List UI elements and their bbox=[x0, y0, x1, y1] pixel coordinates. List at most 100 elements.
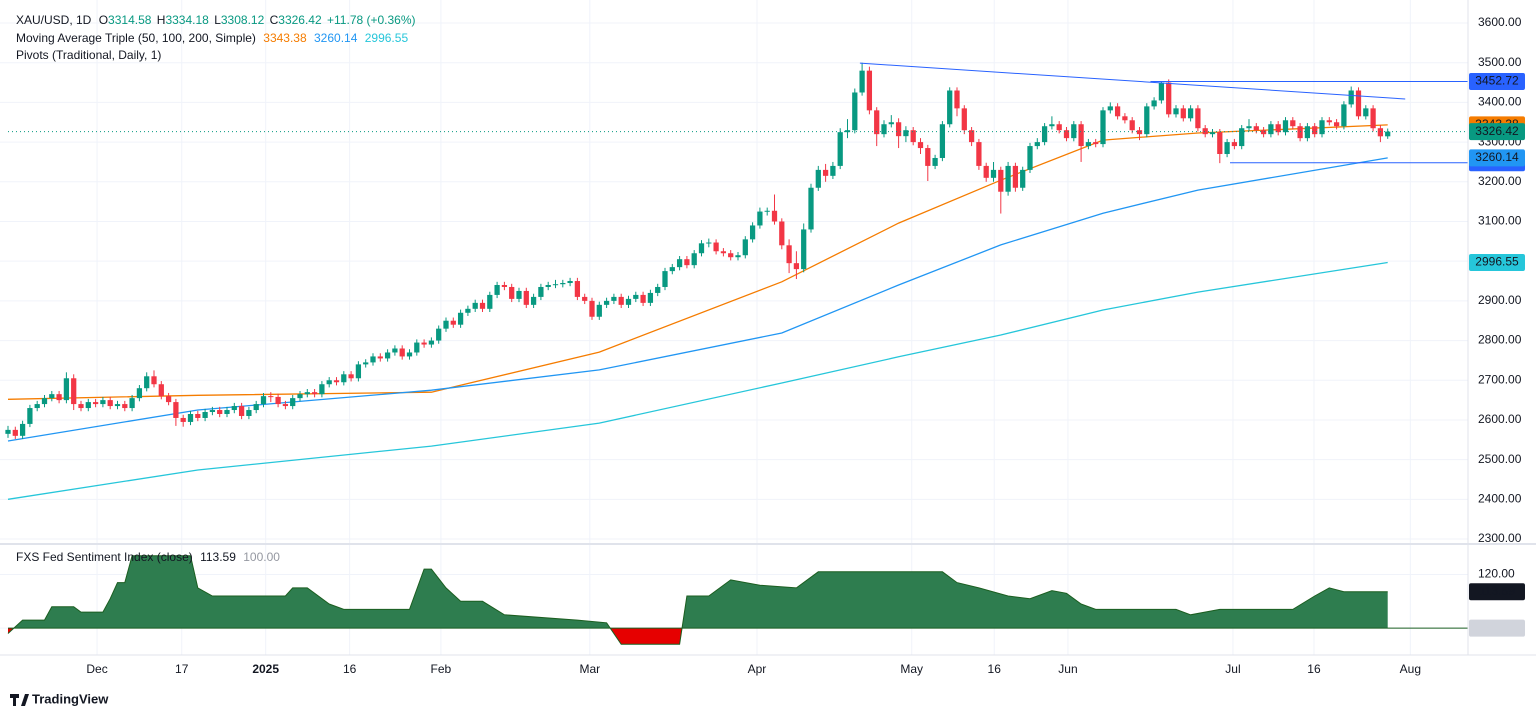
ohlc-label: O bbox=[99, 13, 108, 27]
candle-body bbox=[1107, 106, 1113, 111]
candle-body bbox=[494, 284, 500, 295]
x-tick-label: Feb bbox=[431, 662, 452, 676]
candle-body bbox=[1129, 120, 1135, 131]
candle-body bbox=[311, 392, 318, 395]
candle-body bbox=[611, 296, 617, 301]
value-tag bbox=[1469, 583, 1525, 601]
candle-body bbox=[333, 380, 340, 383]
y-tick-label: 3200.00 bbox=[1478, 174, 1522, 188]
candle-body bbox=[947, 90, 953, 125]
baseline-value: 100.00 bbox=[243, 550, 280, 564]
candle-body bbox=[1268, 124, 1274, 135]
candle-body bbox=[764, 210, 770, 212]
candle-body bbox=[983, 165, 989, 178]
price-labels: 3452.723247.833343.383260.142996.553326.… bbox=[1469, 72, 1525, 637]
sentiment-line bbox=[7, 555, 1388, 645]
candle-body bbox=[1085, 142, 1092, 147]
x-tick-label: Mar bbox=[579, 662, 600, 676]
candle-body bbox=[655, 286, 661, 293]
candle-body bbox=[165, 396, 172, 403]
candle-body bbox=[1005, 165, 1011, 192]
ma-value: 3343.38 bbox=[263, 31, 307, 45]
candle-body bbox=[735, 255, 741, 258]
candle-body bbox=[370, 356, 376, 363]
x-tick-label: 17 bbox=[175, 662, 189, 676]
value-tag-label: 113.59 bbox=[1479, 584, 1515, 598]
candle-body bbox=[217, 410, 223, 414]
candle-body bbox=[1297, 126, 1303, 139]
candle-body bbox=[530, 296, 537, 305]
candle-body bbox=[618, 296, 624, 305]
price-tag bbox=[1469, 123, 1525, 141]
x-tick-label: 2025 bbox=[252, 662, 279, 676]
candle-body bbox=[1027, 146, 1033, 170]
candle-body bbox=[136, 388, 143, 399]
candle-body bbox=[260, 396, 267, 405]
candle-body bbox=[676, 259, 683, 268]
candle-body bbox=[1093, 142, 1099, 145]
candle-body bbox=[195, 413, 201, 418]
candle-body bbox=[224, 410, 230, 414]
symbol: XAU/USD, 1D bbox=[16, 13, 92, 27]
x-tick-label: Apr bbox=[748, 662, 767, 676]
candle-body bbox=[144, 376, 150, 389]
candle-body bbox=[903, 130, 909, 137]
candle-body bbox=[1173, 108, 1179, 115]
candle-body bbox=[516, 290, 522, 299]
candle-body bbox=[151, 376, 157, 385]
branding: TradingView bbox=[32, 691, 109, 706]
candle-body bbox=[180, 417, 186, 422]
candle-body bbox=[12, 429, 18, 436]
candle-body bbox=[49, 394, 55, 399]
trendline bbox=[859, 62, 1406, 100]
x-tick-label: 16 bbox=[1307, 662, 1321, 676]
candle-body bbox=[728, 253, 734, 258]
candle-body bbox=[647, 292, 654, 303]
candle-body bbox=[1326, 120, 1332, 123]
candle-body bbox=[917, 142, 924, 149]
candle-body bbox=[231, 406, 237, 411]
candle-body bbox=[596, 304, 602, 317]
candle-body bbox=[56, 394, 62, 401]
ohlc-value: 3334.18 bbox=[165, 13, 209, 27]
candle-body bbox=[1063, 130, 1070, 139]
y-tick-label: 2700.00 bbox=[1478, 372, 1522, 386]
candle-body bbox=[1304, 126, 1311, 139]
candle-body bbox=[925, 148, 931, 166]
candle-body bbox=[1377, 128, 1384, 137]
candle-body bbox=[392, 348, 398, 353]
candle-body bbox=[1282, 120, 1289, 133]
y-tick-label: 2300.00 bbox=[1478, 531, 1522, 545]
price-tag-label: 3326.42 bbox=[1475, 124, 1519, 138]
candle-body bbox=[990, 169, 997, 178]
candle-body bbox=[633, 294, 639, 299]
candle-body bbox=[567, 281, 573, 284]
sentiment-legend: FXS Fed Sentiment Index (close) 113.59 1… bbox=[16, 550, 280, 564]
ohlc-label: L bbox=[214, 13, 221, 27]
ma-value: 2996.55 bbox=[365, 31, 409, 45]
candle-body bbox=[1253, 126, 1259, 131]
candle-body bbox=[669, 267, 675, 272]
y-tick-label: 2800.00 bbox=[1478, 333, 1522, 347]
x-tick-label: May bbox=[900, 662, 923, 676]
candle-body bbox=[706, 242, 712, 244]
candle-body bbox=[1217, 132, 1223, 155]
candle-body bbox=[5, 429, 11, 434]
candle-body bbox=[107, 400, 113, 407]
plot-area bbox=[5, 62, 1468, 645]
candle-body bbox=[866, 70, 873, 111]
candle-body bbox=[830, 165, 836, 176]
candle-body bbox=[625, 298, 632, 305]
candle-body bbox=[757, 211, 763, 226]
candle-body bbox=[304, 392, 310, 395]
candle-body bbox=[341, 374, 347, 383]
candle-body bbox=[1158, 82, 1165, 101]
sentiment-area bbox=[13, 555, 1388, 629]
candle-body bbox=[1012, 165, 1019, 188]
baseline-tag bbox=[1469, 619, 1525, 637]
candle-body bbox=[808, 187, 814, 230]
candle-body bbox=[428, 340, 435, 345]
candle-body bbox=[1333, 122, 1340, 127]
candle-body bbox=[1136, 130, 1143, 135]
candle-body bbox=[1144, 106, 1150, 135]
